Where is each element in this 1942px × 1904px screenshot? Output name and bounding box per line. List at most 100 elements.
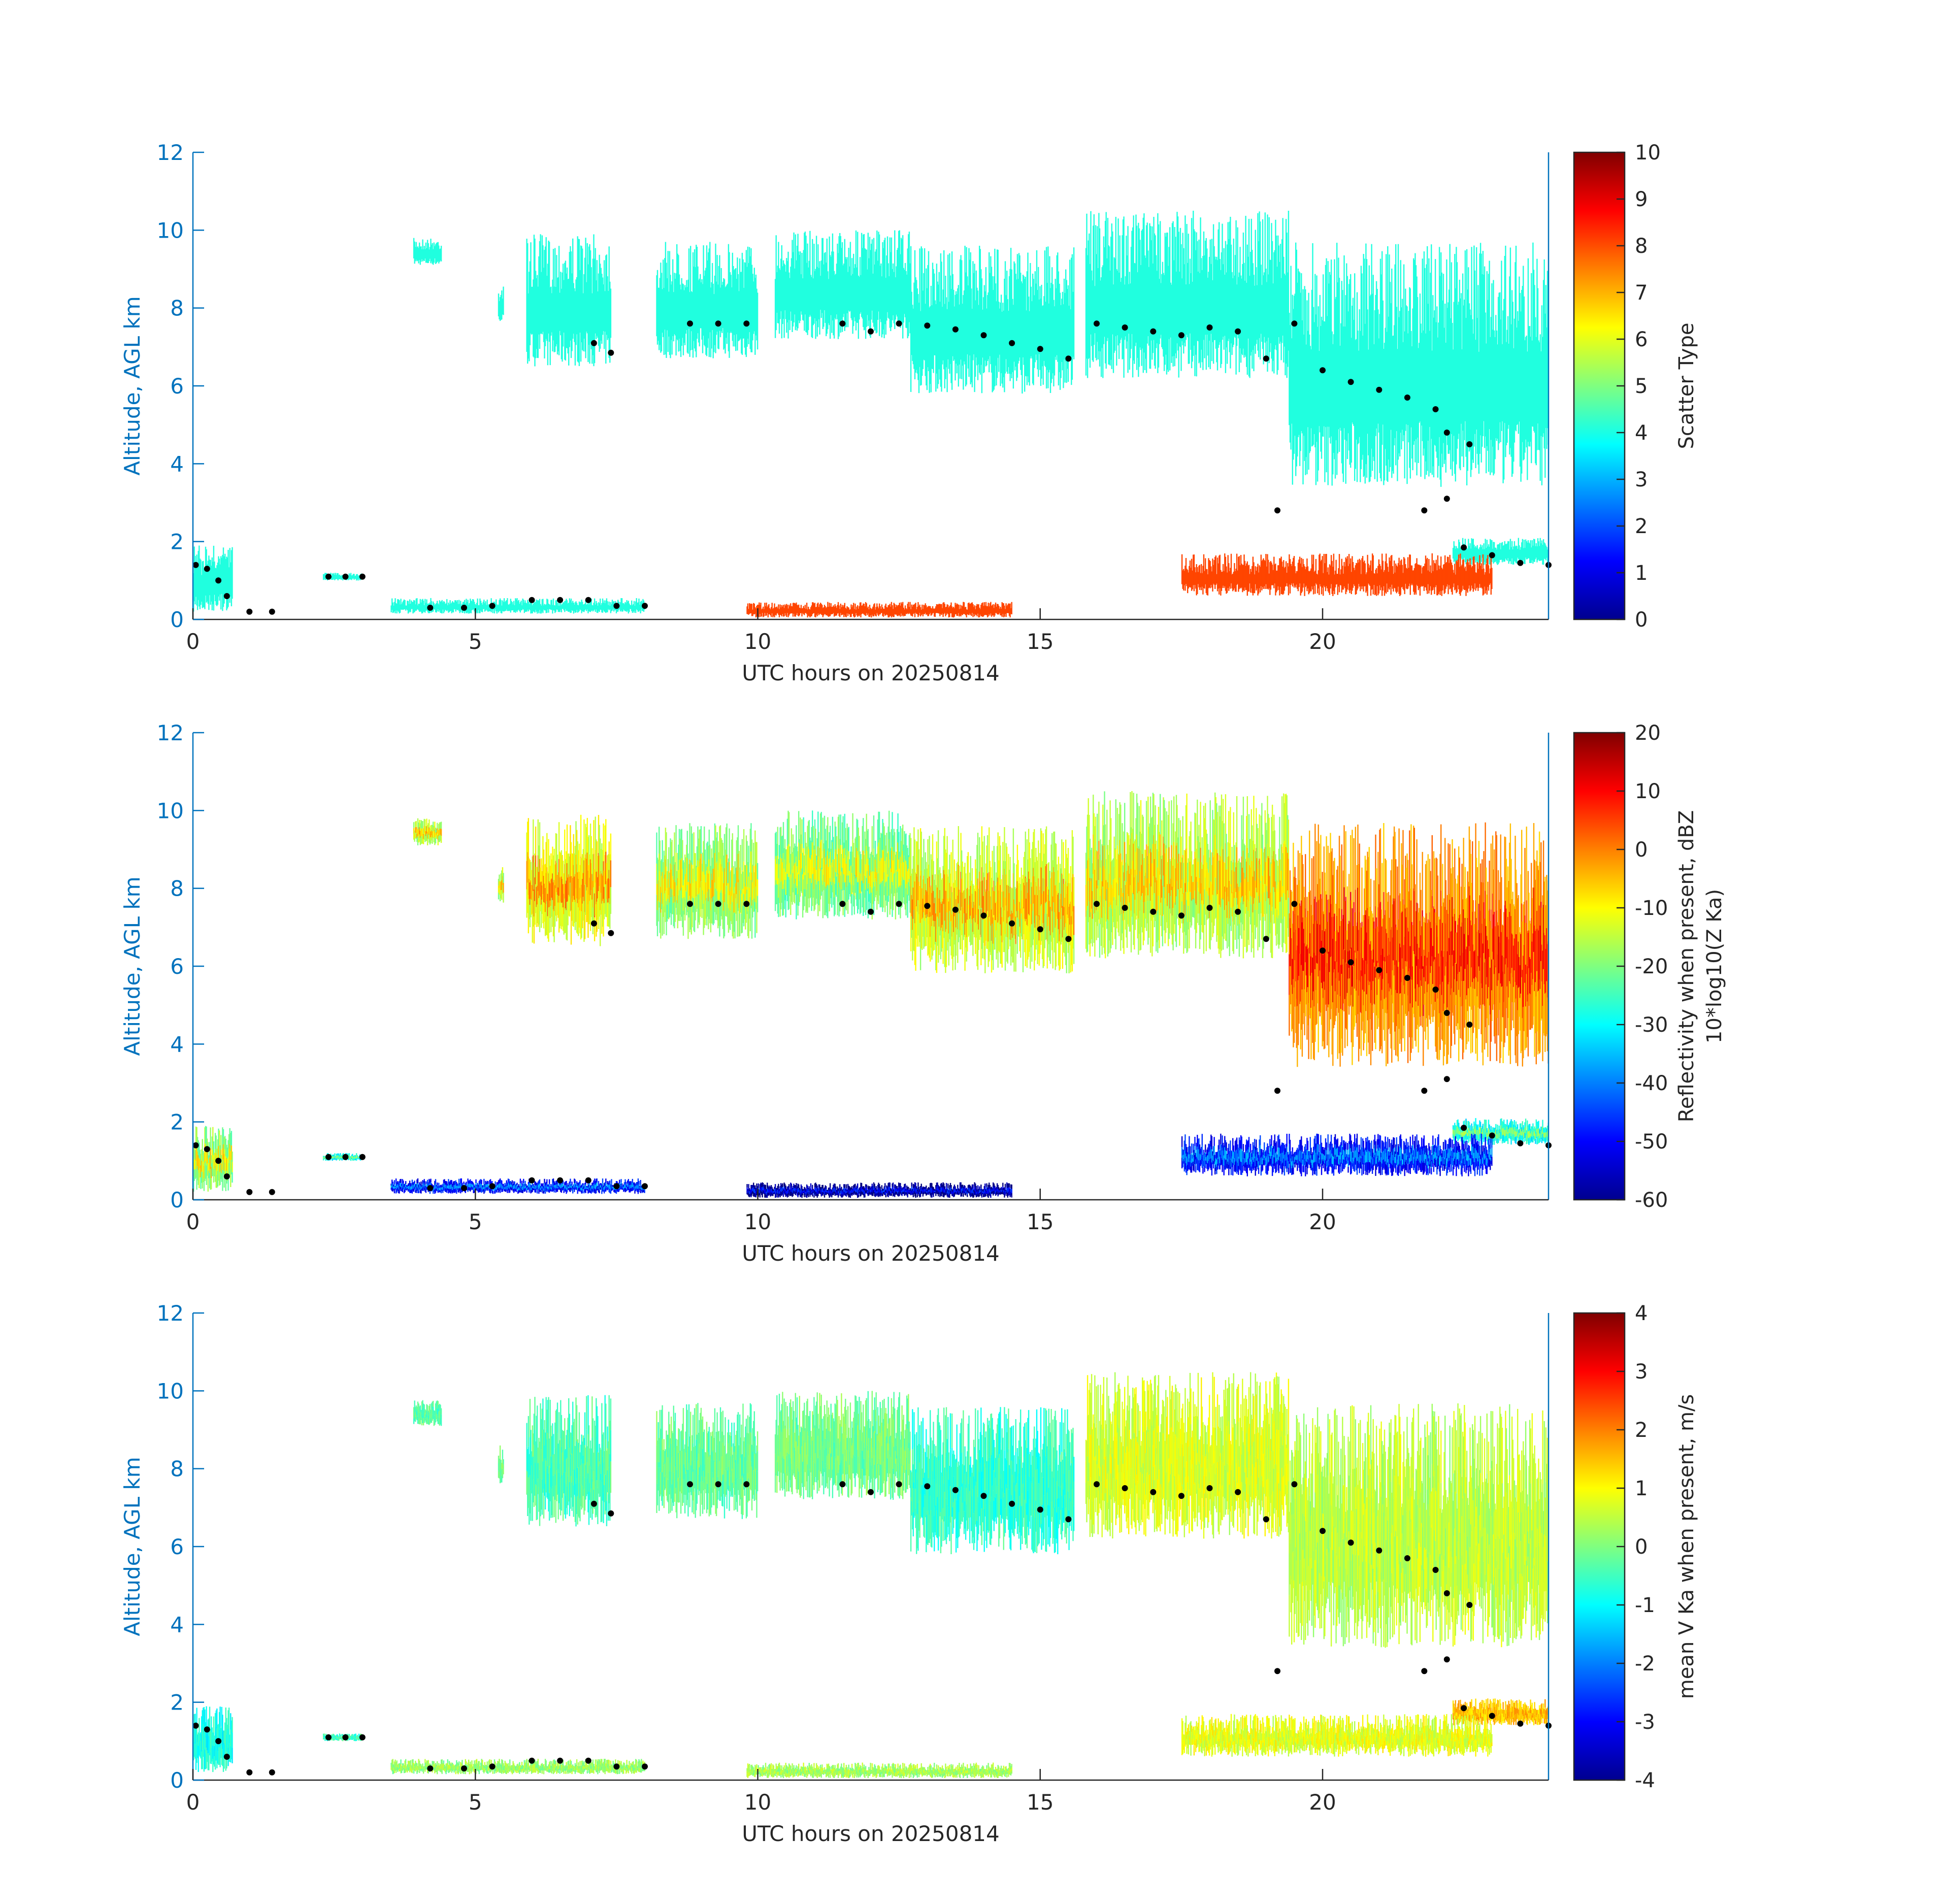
data-column xyxy=(789,278,791,331)
data-column xyxy=(882,608,884,617)
data-column xyxy=(962,861,963,893)
data-column xyxy=(1155,805,1156,844)
data-column xyxy=(863,234,865,331)
data-column xyxy=(1424,268,1426,479)
data-column xyxy=(354,576,356,579)
data-column xyxy=(573,865,574,896)
data-column xyxy=(529,272,530,362)
data-column xyxy=(749,247,750,333)
data-column xyxy=(1491,568,1493,589)
data-column xyxy=(429,247,431,259)
data-column xyxy=(538,898,540,925)
data-column xyxy=(558,602,560,612)
data-column xyxy=(1147,250,1149,337)
data-column xyxy=(579,888,581,911)
data-column xyxy=(924,605,926,614)
data-column xyxy=(529,599,531,610)
data-column xyxy=(921,604,923,614)
data-column xyxy=(848,248,849,311)
data-column xyxy=(1468,267,1469,445)
cloud-base-point xyxy=(590,340,597,346)
data-column xyxy=(908,234,909,337)
data-column xyxy=(586,282,587,332)
data-column xyxy=(929,836,930,877)
data-column xyxy=(500,881,502,890)
data-column xyxy=(1213,560,1215,585)
data-column xyxy=(334,575,336,580)
data-column xyxy=(575,279,577,345)
data-column xyxy=(868,609,870,617)
data-column xyxy=(1542,337,1543,437)
data-column xyxy=(1319,553,1321,584)
data-column xyxy=(1260,554,1262,586)
data-column xyxy=(887,263,889,318)
data-column xyxy=(1480,547,1482,562)
data-column xyxy=(745,262,746,355)
data-column xyxy=(1210,264,1212,334)
data-column xyxy=(1427,570,1429,584)
data-column xyxy=(1473,245,1475,447)
data-column xyxy=(422,600,424,612)
cloud-base-point xyxy=(1320,367,1326,374)
data-column xyxy=(500,873,502,882)
data-column xyxy=(1339,345,1341,428)
data-column xyxy=(1275,219,1276,345)
data-column xyxy=(821,605,823,615)
data-column xyxy=(532,856,533,885)
data-column xyxy=(511,601,512,611)
data-column xyxy=(1183,264,1185,343)
data-column xyxy=(1205,558,1206,584)
data-column xyxy=(1479,555,1480,584)
data-column xyxy=(404,600,406,609)
data-column xyxy=(1182,570,1183,589)
data-column xyxy=(637,602,639,612)
cloud-base-point xyxy=(924,322,931,329)
data-column xyxy=(1042,305,1044,385)
data-column xyxy=(982,602,983,617)
data-column xyxy=(503,893,504,903)
data-column xyxy=(226,556,227,611)
data-column xyxy=(1243,262,1245,358)
data-column xyxy=(1303,564,1305,584)
data-column xyxy=(1016,254,1018,378)
data-column xyxy=(934,609,935,617)
data-column xyxy=(803,606,804,614)
data-column xyxy=(749,603,750,614)
data-column xyxy=(1450,560,1452,588)
data-column xyxy=(753,281,754,334)
data-column xyxy=(543,605,545,610)
data-column xyxy=(544,912,546,936)
data-column xyxy=(1294,566,1296,586)
data-column xyxy=(437,828,438,834)
cloud-layer-6 xyxy=(1085,211,1290,378)
data-column xyxy=(1472,556,1474,592)
data-column xyxy=(432,831,433,838)
data-column xyxy=(893,603,895,617)
data-column xyxy=(470,600,472,613)
data-column xyxy=(1438,565,1439,594)
data-column xyxy=(564,829,566,864)
data-column xyxy=(895,277,897,320)
data-column xyxy=(913,282,915,369)
data-column xyxy=(1117,218,1119,346)
data-column xyxy=(533,819,534,856)
cloud-base-point xyxy=(204,566,210,572)
data-column xyxy=(1396,307,1397,432)
data-column xyxy=(1062,291,1064,371)
data-column xyxy=(529,899,530,920)
data-column xyxy=(562,907,564,931)
data-column xyxy=(1496,549,1498,564)
data-column xyxy=(932,262,934,369)
data-column xyxy=(829,255,831,339)
data-column xyxy=(1243,554,1245,592)
data-column xyxy=(854,603,856,617)
data-column xyxy=(1136,225,1138,370)
data-column xyxy=(1333,553,1335,591)
data-column xyxy=(1256,267,1257,344)
data-column xyxy=(440,822,441,829)
data-column xyxy=(1470,315,1472,477)
data-column xyxy=(1352,306,1353,422)
data-column xyxy=(953,607,954,618)
data-column xyxy=(583,860,585,901)
data-column xyxy=(1126,236,1127,349)
